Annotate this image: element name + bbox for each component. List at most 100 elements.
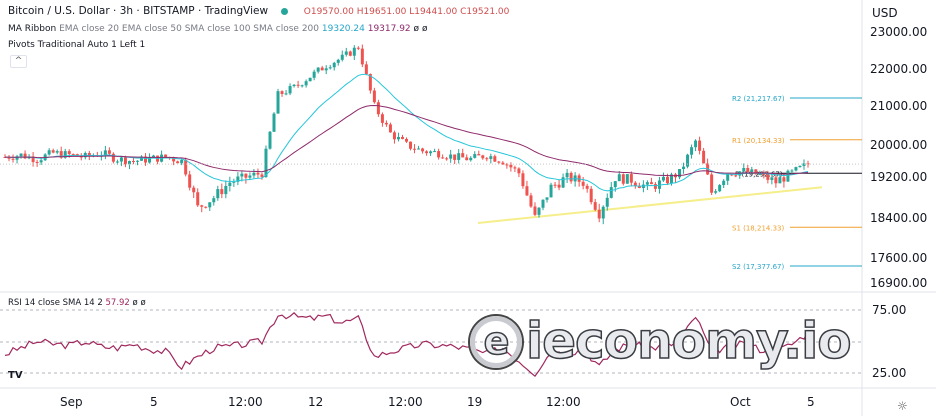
- watermark-text: ieconomy.io: [525, 312, 852, 370]
- candle-body: [718, 185, 722, 192]
- tradingview-logo[interactable]: TV: [8, 370, 23, 381]
- candle-body: [35, 161, 39, 163]
- candle-body: [316, 67, 320, 72]
- candle-body: [621, 174, 625, 184]
- candle-body: [541, 199, 545, 208]
- candle-body: [372, 90, 376, 103]
- candle-body: [433, 151, 437, 153]
- candle-body: [312, 71, 316, 78]
- candle-body: [762, 173, 766, 175]
- candle-body: [549, 184, 553, 198]
- candle-body: [617, 174, 621, 182]
- time-tick: 12:00: [546, 395, 581, 409]
- candle-body: [517, 168, 521, 174]
- candle-body: [87, 152, 91, 157]
- interval[interactable]: 3h: [119, 5, 134, 17]
- candle-body: [746, 168, 750, 172]
- candle-body: [204, 206, 208, 208]
- candle-body: [413, 148, 417, 150]
- time-tick: Oct: [730, 395, 751, 409]
- candle-body: [284, 93, 288, 95]
- candle-body: [493, 156, 497, 162]
- candle-body: [55, 151, 59, 153]
- candle-body: [750, 169, 754, 172]
- high-value: H19651.00: [356, 7, 407, 17]
- candle-body: [356, 47, 360, 49]
- candle-body: [59, 151, 63, 158]
- pivot-label: S2 (17,377.67): [732, 263, 784, 271]
- collapse-legend-button[interactable]: ^: [10, 55, 27, 68]
- candle-body: [497, 161, 501, 163]
- price-tick: 17600.00: [870, 251, 928, 265]
- time-tick: Sep: [60, 395, 83, 409]
- candle-body: [521, 173, 525, 187]
- candle-body: [123, 157, 127, 165]
- candle-body: [569, 172, 573, 182]
- market-status-icon: [281, 7, 289, 15]
- candle-body: [465, 157, 469, 161]
- pivot-label: R2 (21,217.67): [732, 95, 785, 103]
- price-tick: 20000.00: [870, 138, 928, 152]
- candle-body: [392, 132, 396, 140]
- price-tick: 22000.00: [870, 62, 928, 76]
- currency-label[interactable]: USD: [872, 6, 898, 20]
- candle-body: [734, 175, 738, 177]
- time-tick: 5: [807, 395, 815, 409]
- candle-body: [144, 156, 148, 163]
- candle-body: [770, 177, 774, 180]
- ema20-line: [4, 73, 809, 192]
- low-value: L19441.00: [409, 7, 458, 17]
- candle-body: [437, 151, 441, 158]
- settings-gear-icon[interactable]: ☼: [897, 399, 908, 413]
- candle-body: [220, 189, 224, 195]
- candle-body: [71, 154, 75, 156]
- ma-ribbon-name: MA Ribbon: [8, 24, 57, 34]
- price-tick: 18400.00: [870, 211, 928, 225]
- candle-body: [429, 151, 433, 154]
- candle-body: [806, 163, 810, 165]
- pivot-label: R1 (20,134.33): [732, 137, 785, 145]
- candle-body: [7, 157, 11, 159]
- candle-body: [698, 140, 702, 151]
- ma-ribbon-legend[interactable]: MA Ribbon EMA close 20 EMA close 50 SMA …: [8, 24, 427, 34]
- candle-body: [758, 173, 762, 175]
- candle-body: [260, 174, 264, 177]
- candle-body: [288, 86, 292, 94]
- candle-body: [140, 156, 144, 161]
- exchange: BITSTAMP: [143, 5, 195, 17]
- candle-body: [115, 161, 119, 163]
- candle-body: [268, 131, 272, 149]
- candle-body: [798, 165, 802, 168]
- ma-value-1: 19320.24: [321, 24, 365, 34]
- candle-body: [694, 140, 698, 148]
- candle-body: [533, 206, 537, 215]
- pivots-legend[interactable]: Pivots Traditional Auto 1 Left 1: [8, 40, 146, 50]
- candle-body: [240, 173, 244, 177]
- candle-body: [585, 185, 589, 189]
- rsi-value-2: ø: [132, 298, 138, 308]
- candle-body: [111, 153, 115, 162]
- candle-body: [292, 84, 296, 87]
- candle-body: [51, 150, 55, 153]
- candle-body: [127, 161, 131, 165]
- candle-body: [192, 187, 196, 193]
- candle-body: [557, 184, 561, 188]
- ma-value-2: 19317.92: [367, 24, 411, 34]
- candle-body: [364, 64, 368, 75]
- candle-body: [417, 148, 421, 150]
- candle-body: [489, 156, 493, 159]
- rsi-legend[interactable]: RSI 14 close SMA 14 2 57.92 ø ø: [8, 298, 146, 308]
- candle-body: [11, 158, 15, 160]
- candle-body: [276, 91, 280, 114]
- candle-body: [589, 188, 593, 203]
- rsi-tick: 25.00: [872, 366, 907, 380]
- open-value: O19570.00: [303, 7, 354, 17]
- candle-body: [766, 173, 770, 180]
- candle-body: [184, 159, 188, 175]
- candle-body: [637, 185, 641, 188]
- pivot-label: S1 (18,214.33): [732, 224, 784, 232]
- candle-body: [649, 182, 653, 185]
- candle-body: [19, 153, 23, 157]
- candle-body: [67, 151, 71, 155]
